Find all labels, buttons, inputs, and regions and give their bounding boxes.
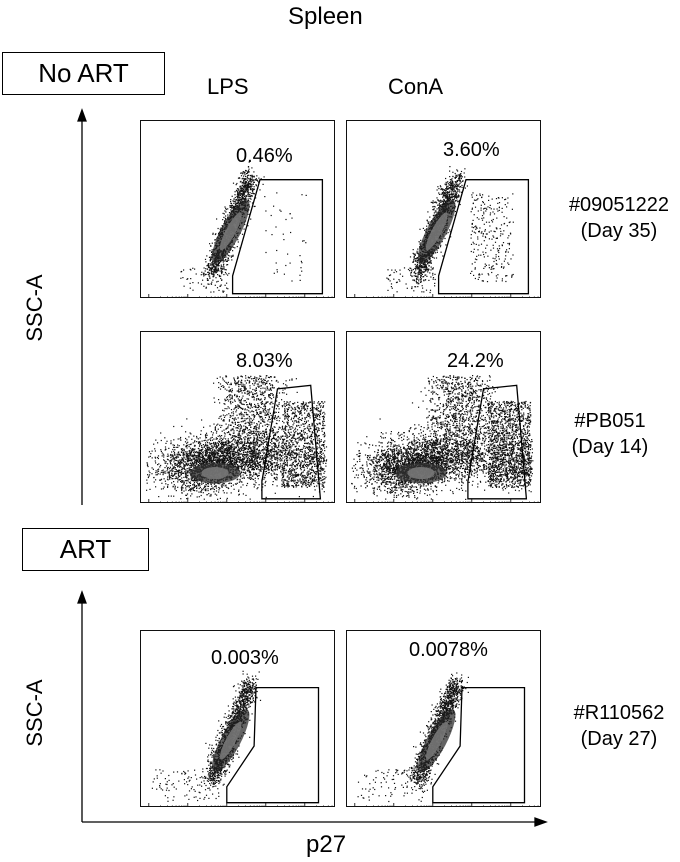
column-header-lps: LPS (207, 74, 249, 99)
gate-percent: 3.60% (443, 139, 500, 161)
event-dots (180, 161, 307, 293)
gate-outline (231, 179, 324, 295)
gate-outline (467, 384, 528, 500)
gate-outline (226, 686, 320, 804)
y-axis-arrow-no-art (77, 108, 87, 122)
density-core (189, 462, 241, 484)
row-label-1: #09051222 (Day 35) (560, 192, 678, 244)
gate-percent: 24.2% (447, 350, 504, 372)
scatter-plot (146, 375, 333, 502)
animal-id: #R110562 (573, 702, 665, 724)
gate-percent: 0.0078% (409, 639, 488, 661)
gate-outline (432, 686, 526, 804)
flow-panel-r1-lps: 0.46% (140, 120, 335, 298)
axis-ticks (148, 499, 333, 502)
gate-percent: 0.003% (211, 647, 279, 669)
flow-panel-r1-cona: 3.60% (346, 120, 541, 298)
axis-ticks (354, 803, 539, 806)
event-dots (357, 672, 469, 803)
scatter-plot (354, 166, 539, 297)
axis-ticks (354, 499, 539, 502)
figure-title: Spleen (288, 3, 363, 30)
axis-ticks (354, 294, 539, 297)
density-core (417, 199, 456, 264)
day-label: (Day 14) (571, 436, 649, 458)
y-axis-arrow-art (77, 590, 87, 604)
day-label: (Day 27) (580, 728, 658, 750)
column-header-cona: ConA (388, 74, 444, 99)
day-label: (Day 35) (580, 220, 658, 242)
event-dots (351, 375, 534, 500)
flow-panel-r3-cona: 0.0078% (346, 630, 541, 807)
gate-outline (261, 384, 322, 500)
scatter-plot (148, 670, 333, 806)
scatter-plot (148, 161, 333, 297)
group-box-no-art: No ART (2, 52, 165, 95)
row-label-2: #PB051 (Day 14) (560, 408, 660, 460)
axis-ticks (148, 803, 333, 806)
scatter-plot (351, 375, 539, 502)
density-core (211, 199, 250, 264)
group-box-art: ART (22, 528, 149, 571)
gate-percent: 8.03% (236, 350, 293, 372)
event-dots (146, 375, 328, 500)
animal-id: #09051222 (568, 194, 670, 216)
axis-ticks (148, 294, 333, 297)
flow-panel-r3-lps: 0.003% (140, 630, 335, 807)
density-core (417, 709, 456, 773)
gate-percent: 0.46% (236, 145, 293, 167)
row-label-3: #R110562 (Day 27) (560, 700, 678, 752)
event-dots (151, 670, 262, 802)
event-dots (386, 166, 514, 294)
x-axis-label: p27 (306, 831, 347, 858)
x-axis-arrow (534, 817, 548, 827)
density-core (211, 709, 250, 773)
scatter-plot (354, 672, 539, 806)
flow-panel-r2-lps: 8.03% (140, 331, 335, 503)
animal-id: #PB051 (574, 410, 646, 432)
flow-panel-r2-cona: 24.2% (346, 331, 541, 503)
density-core (395, 462, 447, 484)
gate-outline (437, 179, 530, 295)
